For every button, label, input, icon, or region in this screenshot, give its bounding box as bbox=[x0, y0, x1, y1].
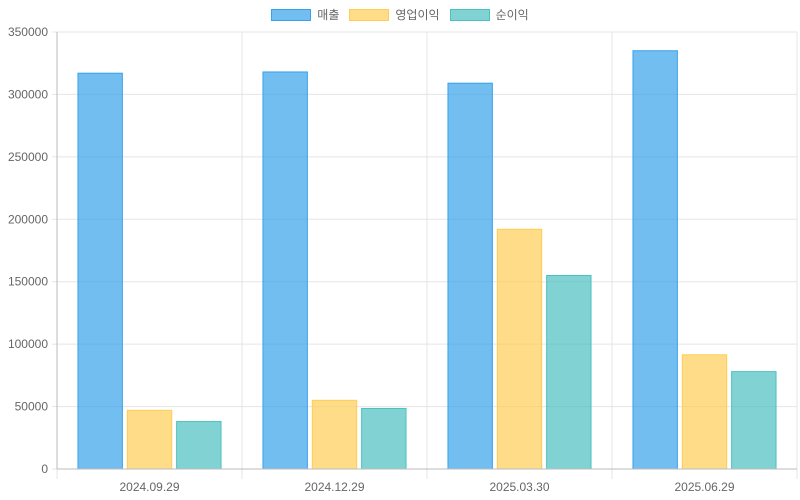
bar-operating-profit[interactable] bbox=[681, 354, 728, 470]
x-tick-label: 2024.12.29 bbox=[304, 480, 364, 494]
bar-operating-profit[interactable] bbox=[496, 228, 543, 470]
legend-swatch-net-income bbox=[449, 8, 490, 21]
bar-net-income[interactable] bbox=[361, 407, 407, 470]
y-tick-label: 100000 bbox=[8, 337, 48, 351]
bar-operating-profit[interactable] bbox=[126, 409, 173, 470]
y-tick-label: 350000 bbox=[8, 25, 48, 39]
x-tick-label: 2025.03.30 bbox=[489, 480, 549, 494]
bar-sales[interactable] bbox=[77, 72, 123, 470]
x-tick-labels: 2024.09.29 2024.12.29 2025.03.30 2025.06.29 bbox=[119, 480, 734, 494]
bar-net-income[interactable] bbox=[731, 371, 777, 470]
y-tick-label: 300000 bbox=[8, 87, 48, 101]
bars bbox=[77, 50, 777, 470]
x-tick-label: 2025.06.29 bbox=[674, 480, 734, 494]
legend-label-operating-profit: 영업이익 bbox=[395, 8, 440, 22]
y-tick-label: 150000 bbox=[8, 275, 48, 289]
bar-net-income[interactable] bbox=[176, 421, 222, 470]
y-tick-labels: 0 50000 100000 150000 200000 250000 300000 3500… bbox=[8, 25, 48, 476]
legend-label-net-income: 순이익 bbox=[495, 8, 529, 22]
legend-label-sales: 매출 bbox=[317, 8, 340, 22]
bar-sales[interactable] bbox=[262, 71, 308, 470]
bar-sales[interactable] bbox=[447, 82, 493, 470]
axes bbox=[56, 32, 797, 470]
y-tick-label: 50000 bbox=[15, 400, 49, 414]
legend-swatch-sales bbox=[271, 8, 312, 21]
legend-item-sales[interactable]: 매출 bbox=[271, 6, 339, 23]
y-tick-label: 250000 bbox=[8, 150, 48, 164]
bar-sales[interactable] bbox=[632, 50, 678, 470]
chart-legend: 매출 영업이익 순이익 bbox=[0, 6, 800, 23]
bar-net-income[interactable] bbox=[546, 274, 592, 470]
y-tick-label: 0 bbox=[41, 462, 48, 476]
x-tick-label: 2024.09.29 bbox=[119, 480, 179, 494]
legend-item-operating-profit[interactable]: 영업이익 bbox=[349, 6, 440, 23]
y-tick-label: 200000 bbox=[8, 212, 48, 226]
bar-operating-profit[interactable] bbox=[311, 399, 358, 470]
legend-swatch-operating-profit bbox=[349, 8, 390, 21]
legend-item-net-income[interactable]: 순이익 bbox=[449, 6, 529, 23]
